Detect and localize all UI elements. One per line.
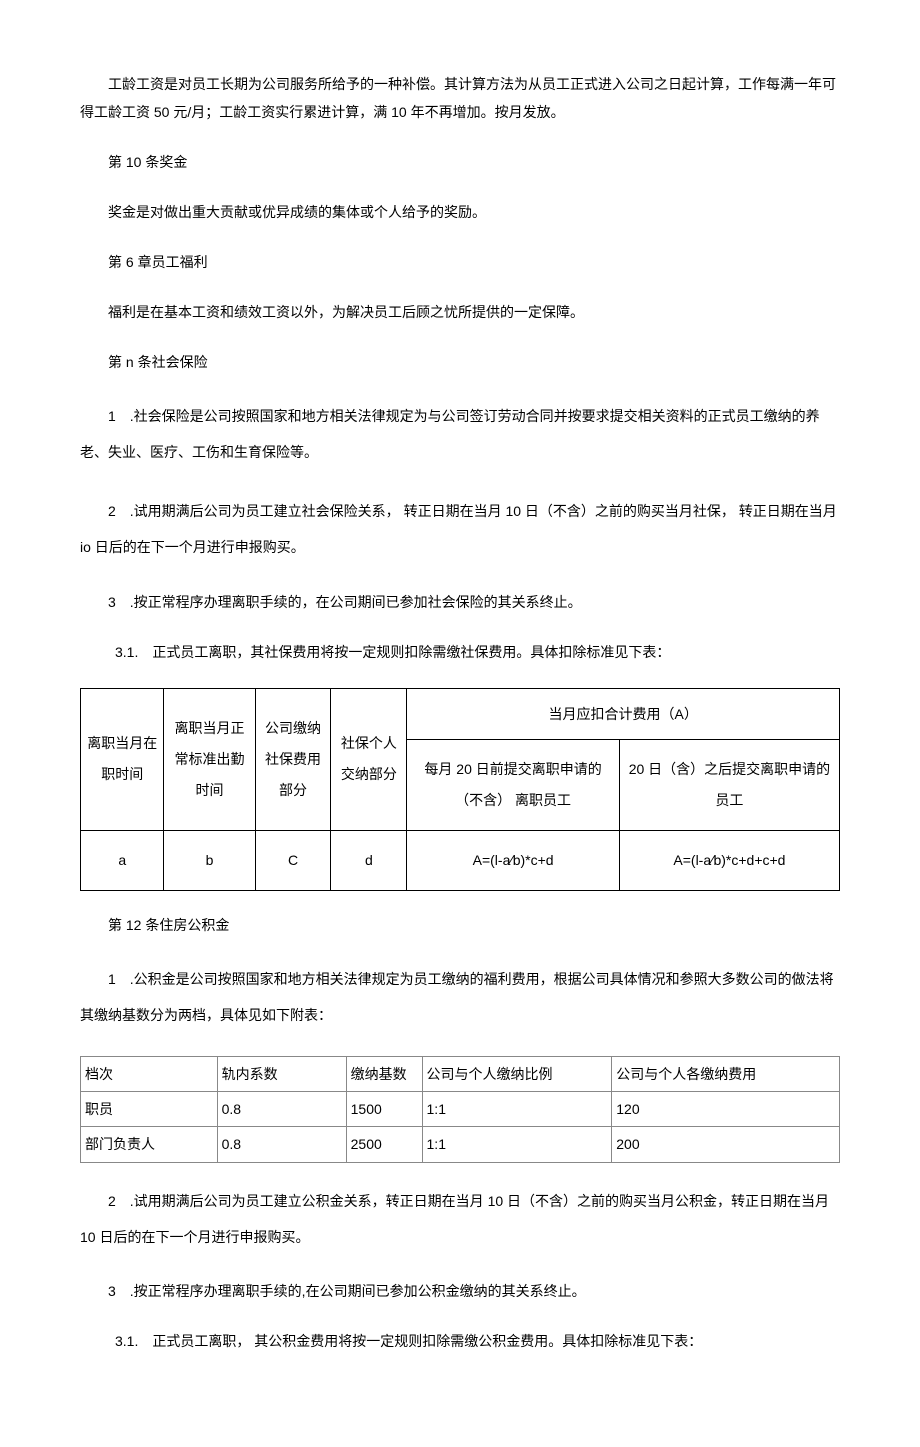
table1-cell-a: a — [81, 830, 164, 890]
table2-r1-c5: 200 — [612, 1127, 840, 1162]
table1-cell-c: C — [255, 830, 331, 890]
table1-header-col5-top: 当月应扣合计费用（A） — [407, 688, 840, 740]
table2-header-c4: 公司与个人缴纳比例 — [422, 1056, 612, 1091]
table-row: 职员 0.8 1500 1:1 120 — [81, 1091, 840, 1126]
table2-r0-c3: 1500 — [346, 1091, 422, 1126]
heading-article-12: 第 12 条住房公积金 — [80, 911, 840, 939]
paragraph-social-insurance-2: 2 .试用期满后公司为员工建立社会保险关系， 转正日期在当月 10 日（不含）之… — [80, 493, 840, 566]
table2-r1-c2: 0.8 — [217, 1127, 346, 1162]
table2-r0-c2: 0.8 — [217, 1091, 346, 1126]
paragraph-housing-fund-3-1: 3.1. 正式员工离职， 其公积金费用将按一定规则扣除需缴公积金费用。具体扣除标… — [80, 1327, 840, 1355]
table1-cell-b: b — [164, 830, 255, 890]
table1-header-col4: 社保个人交纳部分 — [331, 688, 407, 830]
paragraph-housing-fund-2: 2 .试用期满后公司为员工建立公积金关系，转正日期在当月 10 日（不含）之前的… — [80, 1183, 840, 1256]
table1-cell-d: d — [331, 830, 407, 890]
table-row: a b C d A=(l-a∕b)*c+d A=(l-a∕b)*c+d+c+d — [81, 830, 840, 890]
paragraph-housing-fund-1: 1 .公积金是公司按照国家和地方相关法律规定为员工缴纳的福利费用，根据公司具体情… — [80, 961, 840, 1034]
heading-article-n: 第 n 条社会保险 — [80, 348, 840, 376]
paragraph-social-insurance-1: 1 .社会保险是公司按照国家和地方相关法律规定为与公司签订劳动合同并按要求提交相… — [80, 398, 840, 471]
table1-cell-e: A=(l-a∕b)*c+d — [407, 830, 620, 890]
social-insurance-deduction-table: 离职当月在职时间 离职当月正常标准出勤时间 公司缴纳社保费用部分 社保个人交纳部… — [80, 688, 840, 891]
table1-header-col5b: 20 日（含）之后提交离职申请的员工 — [619, 740, 839, 831]
paragraph-welfare: 福利是在基本工资和绩效工资以外，为解决员工后顾之忧所提供的一定保障。 — [80, 298, 840, 326]
table1-header-col5a: 每月 20 日前提交离职申请的 （不含） 离职员工 — [407, 740, 620, 831]
table2-r1-c4: 1:1 — [422, 1127, 612, 1162]
housing-fund-tier-table: 档次 轨内系数 缴纳基数 公司与个人缴纳比例 公司与个人各缴纳费用 职员 0.8… — [80, 1056, 840, 1163]
table1-header-col1: 离职当月在职时间 — [81, 688, 164, 830]
table2-r0-c5: 120 — [612, 1091, 840, 1126]
table2-header-c3: 缴纳基数 — [346, 1056, 422, 1091]
paragraph-social-insurance-3: 3 .按正常程序办理离职手续的，在公司期间已参加社会保险的其关系终止。 — [80, 588, 840, 616]
paragraph-bonus: 奖金是对做出重大贡献或优异成绩的集体或个人给予的奖励。 — [80, 198, 840, 226]
table2-header-c1: 档次 — [81, 1056, 218, 1091]
heading-chapter-6: 第 6 章员工福利 — [80, 248, 840, 276]
table2-header-c2: 轨内系数 — [217, 1056, 346, 1091]
paragraph-social-insurance-3-1: 3.1. 正式员工离职，其社保费用将按一定规则扣除需缴社保费用。具体扣除标准见下… — [80, 638, 840, 666]
heading-article-10: 第 10 条奖金 — [80, 148, 840, 176]
table2-r0-c1: 职员 — [81, 1091, 218, 1126]
table1-header-col2: 离职当月正常标准出勤时间 — [164, 688, 255, 830]
table-row: 部门负责人 0.8 2500 1:1 200 — [81, 1127, 840, 1162]
table2-r1-c1: 部门负责人 — [81, 1127, 218, 1162]
paragraph-seniority-pay: 工龄工资是对员工长期为公司服务所给予的一种补偿。其计算方法为从员工正式进入公司之… — [80, 70, 840, 126]
table1-header-col3: 公司缴纳社保费用部分 — [255, 688, 331, 830]
table2-r0-c4: 1:1 — [422, 1091, 612, 1126]
table1-cell-f: A=(l-a∕b)*c+d+c+d — [619, 830, 839, 890]
table2-r1-c3: 2500 — [346, 1127, 422, 1162]
paragraph-housing-fund-3: 3 .按正常程序办理离职手续的,在公司期间已参加公积金缴纳的其关系终止。 — [80, 1277, 840, 1305]
table2-header-c5: 公司与个人各缴纳费用 — [612, 1056, 840, 1091]
